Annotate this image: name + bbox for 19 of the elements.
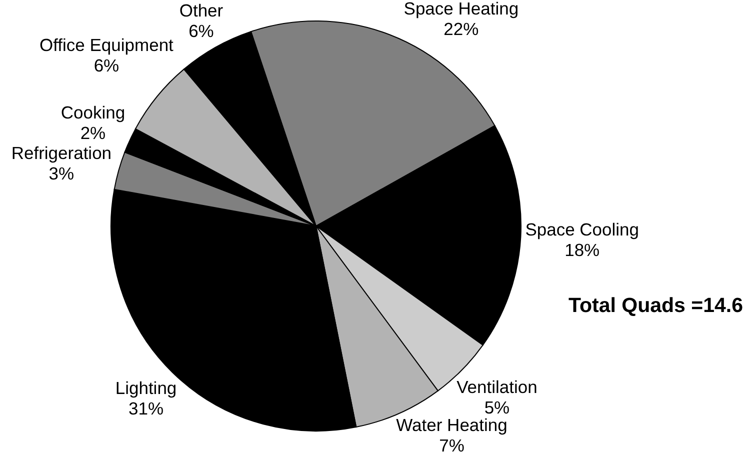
slice-label: Refrigeration (11, 143, 112, 164)
text: Total Quads =14.6 (568, 294, 743, 318)
slice-label: Other (179, 0, 224, 21)
slice-label: Space Heating (404, 0, 519, 19)
slice-label: Cooking (60, 102, 126, 123)
data-label: 6% (188, 21, 214, 42)
slice-label: Space Cooling (525, 220, 640, 240)
data-label: 5% (484, 397, 510, 418)
slice-label: Ventilation (456, 376, 538, 397)
data-label: 31% (128, 398, 164, 419)
data-label: 3% (48, 164, 74, 184)
data-label: 2% (80, 123, 106, 144)
slice-label: Water Heating (396, 415, 508, 436)
data-label: 6% (94, 55, 120, 76)
data-label: 22% (444, 19, 479, 40)
data-label: 7% (439, 436, 464, 454)
slice-label: Lighting (115, 378, 177, 398)
data-label: 18% (564, 240, 600, 260)
slice-label: Office Equipment (40, 34, 174, 55)
